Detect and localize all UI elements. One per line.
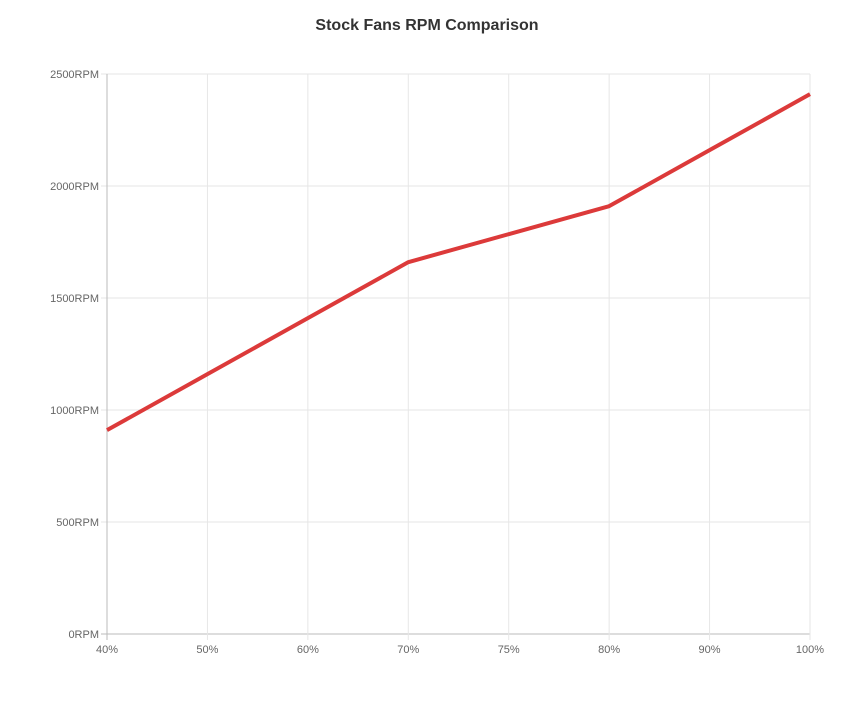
x-tick-label: 75%	[498, 644, 520, 656]
y-tick-label: 0RPM	[68, 629, 99, 641]
y-tick-label: 500RPM	[56, 517, 99, 529]
x-tick-label: 40%	[96, 644, 118, 656]
y-tick-label: 1500RPM	[50, 293, 99, 305]
x-tick-label: 90%	[699, 644, 721, 656]
x-tick-label: 60%	[297, 644, 319, 656]
chart-title: Stock Fans RPM Comparison	[315, 17, 539, 34]
y-tick-label: 2500RPM	[50, 69, 99, 81]
y-tick-label: 2000RPM	[50, 181, 99, 193]
series-line	[106, 92, 811, 432]
x-tick-label: 50%	[196, 644, 218, 656]
x-tick-label: 70%	[397, 644, 419, 656]
y-tick-label: 1000RPM	[50, 405, 99, 417]
x-tick-label: 80%	[598, 644, 620, 656]
x-tick-label: 100%	[796, 644, 824, 656]
